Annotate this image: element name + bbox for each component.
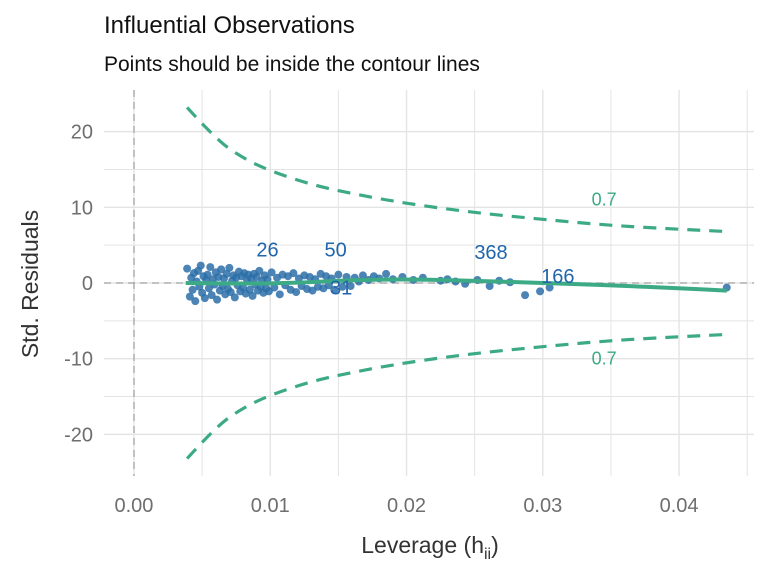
data-point <box>217 265 226 274</box>
data-point <box>200 294 209 303</box>
x-axis-title: Leverage (hii) <box>361 532 499 563</box>
y-tick-label: 0 <box>82 273 93 295</box>
point-label: 50 <box>325 240 347 262</box>
data-point <box>248 291 257 300</box>
point-label: 368 <box>474 242 507 264</box>
x-tick-label: 0.03 <box>523 495 562 517</box>
y-axis-title: Std. Residuals <box>17 210 43 358</box>
contour-label: 0.7 <box>592 190 617 210</box>
data-point <box>485 282 494 291</box>
contour-lines <box>185 106 727 460</box>
data-point <box>536 287 545 296</box>
data-point <box>188 285 197 294</box>
data-point <box>207 291 216 300</box>
data-point <box>206 263 215 272</box>
y-tick-label: -20 <box>64 424 93 446</box>
data-point <box>263 275 272 284</box>
data-point <box>275 290 284 299</box>
x-axis-title-subscript: ii <box>484 546 491 563</box>
data-point <box>213 295 222 304</box>
fit-line <box>185 277 727 293</box>
data-point <box>289 269 298 278</box>
chart-title: Influential Observations <box>104 12 355 39</box>
data-point <box>183 264 192 273</box>
data-point <box>185 292 194 301</box>
point-label: 166 <box>541 266 574 288</box>
data-point <box>346 282 355 291</box>
data-point <box>330 285 339 294</box>
chart-subtitle: Points should be inside the contour line… <box>104 53 480 76</box>
x-tick-label: 0.02 <box>387 495 426 517</box>
x-axis-title-close: ) <box>491 532 499 558</box>
data-point <box>338 282 347 291</box>
data-point <box>203 270 212 279</box>
y-tick-label: 10 <box>71 197 93 219</box>
tick-labels: 0.00 0.01 0.02 0.03 0.04 -20 -10 0 10 20 <box>64 122 698 517</box>
data-point <box>270 283 279 292</box>
x-axis-title-main: Leverage (h <box>361 532 484 558</box>
x-tick-label: 0.00 <box>115 495 154 517</box>
data-point <box>225 263 234 272</box>
scatter-points <box>183 261 731 306</box>
annotation-labels: 26 50 31 368 166 0.7 0.7 <box>256 190 616 369</box>
data-point <box>358 271 367 280</box>
data-point <box>382 269 391 278</box>
data-point <box>196 261 205 270</box>
data-point <box>255 266 264 275</box>
fit-curve <box>185 277 727 293</box>
data-point <box>545 283 554 292</box>
data-point <box>292 288 301 297</box>
data-point <box>238 283 247 292</box>
data-point <box>521 291 530 300</box>
y-tick-label: -10 <box>64 349 93 371</box>
contour-line-upper <box>185 106 727 234</box>
data-point <box>334 270 343 279</box>
data-point <box>191 297 200 306</box>
point-label: 26 <box>256 240 278 262</box>
data-point <box>222 269 231 278</box>
data-point <box>230 293 239 302</box>
x-tick-label: 0.01 <box>251 495 290 517</box>
x-tick-label: 0.04 <box>660 495 699 517</box>
y-tick-label: 20 <box>71 122 93 144</box>
data-point <box>245 285 254 294</box>
data-point <box>267 268 276 277</box>
contour-label: 0.7 <box>592 349 617 369</box>
contour-line-lower <box>185 332 727 460</box>
point-label: 31 <box>330 278 352 300</box>
